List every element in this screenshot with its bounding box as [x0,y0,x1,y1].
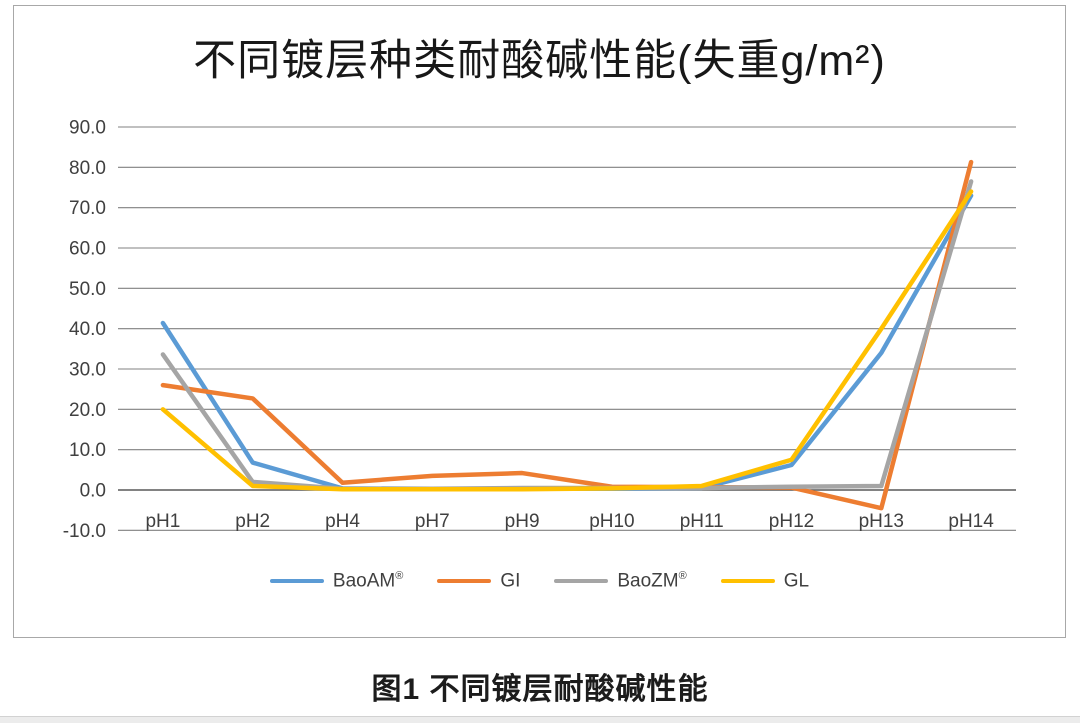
x-tick-label: pH13 [859,511,904,532]
x-tick-label: pH7 [415,511,450,532]
x-tick-label: pH4 [325,511,360,532]
series-line-gl [160,189,974,492]
legend-item-gl: GL [720,570,809,592]
legend-label-baoam: BaoAM® [333,570,403,592]
legend-item-baozm: BaoZM® [554,570,687,592]
x-tick-label: pH1 [145,511,180,532]
series-line-baozm [160,179,974,492]
x-tick-label: pH2 [235,511,270,532]
y-tick-label: 90.0 [69,118,106,139]
y-tick-label: 40.0 [69,319,106,340]
x-tick-label: pH14 [948,511,994,532]
figure-caption: 图1 不同镀层耐酸碱性能 [371,673,709,706]
registered-mark: ® [678,570,687,582]
chart-legend: BaoAM® GI BaoZM® GL [13,570,1066,592]
legend-item-baoam: BaoAM® [269,570,403,592]
y-tick-label: 50.0 [69,279,106,300]
legend-label-gl: GL [784,570,809,592]
legend-item-gi: GI [437,570,520,592]
series-line-gi [160,159,974,511]
legend-swatch-baozm [554,579,609,584]
y-tick-label: 80.0 [69,158,106,179]
registered-mark: ® [395,570,404,582]
legend-swatch-gl [720,579,775,584]
x-tick-label: pH10 [589,511,634,532]
x-tick-label: pH11 [680,511,724,532]
legend-label-baozm: BaoZM® [617,570,686,592]
chart-frame [13,5,1066,638]
y-tick-label: -10.0 [63,521,106,542]
chart-title: 不同镀层种类耐酸碱性能(失重g/m²) [193,37,886,85]
legend-swatch-baoam [269,579,324,584]
x-tick-label: pH9 [505,511,540,532]
y-tick-label: 60.0 [69,239,106,260]
series-line-baoam [160,193,974,492]
y-tick-label: 70.0 [69,198,106,219]
legend-swatch-gi [437,579,492,584]
legend-label-text: GI [500,570,521,592]
legend-label-text: GL [783,570,810,592]
x-tick-label: pH12 [769,511,814,532]
y-tick-label: 10.0 [69,440,106,461]
legend-label-text: BaoZM [617,570,679,592]
y-tick-label: 20.0 [69,400,106,421]
next-section-edge [0,716,1080,723]
legend-label-gi: GI [500,570,520,592]
y-tick-label: 30.0 [69,360,106,381]
y-tick-label: 0.0 [80,481,106,502]
legend-label-text: BaoAM [332,570,396,592]
